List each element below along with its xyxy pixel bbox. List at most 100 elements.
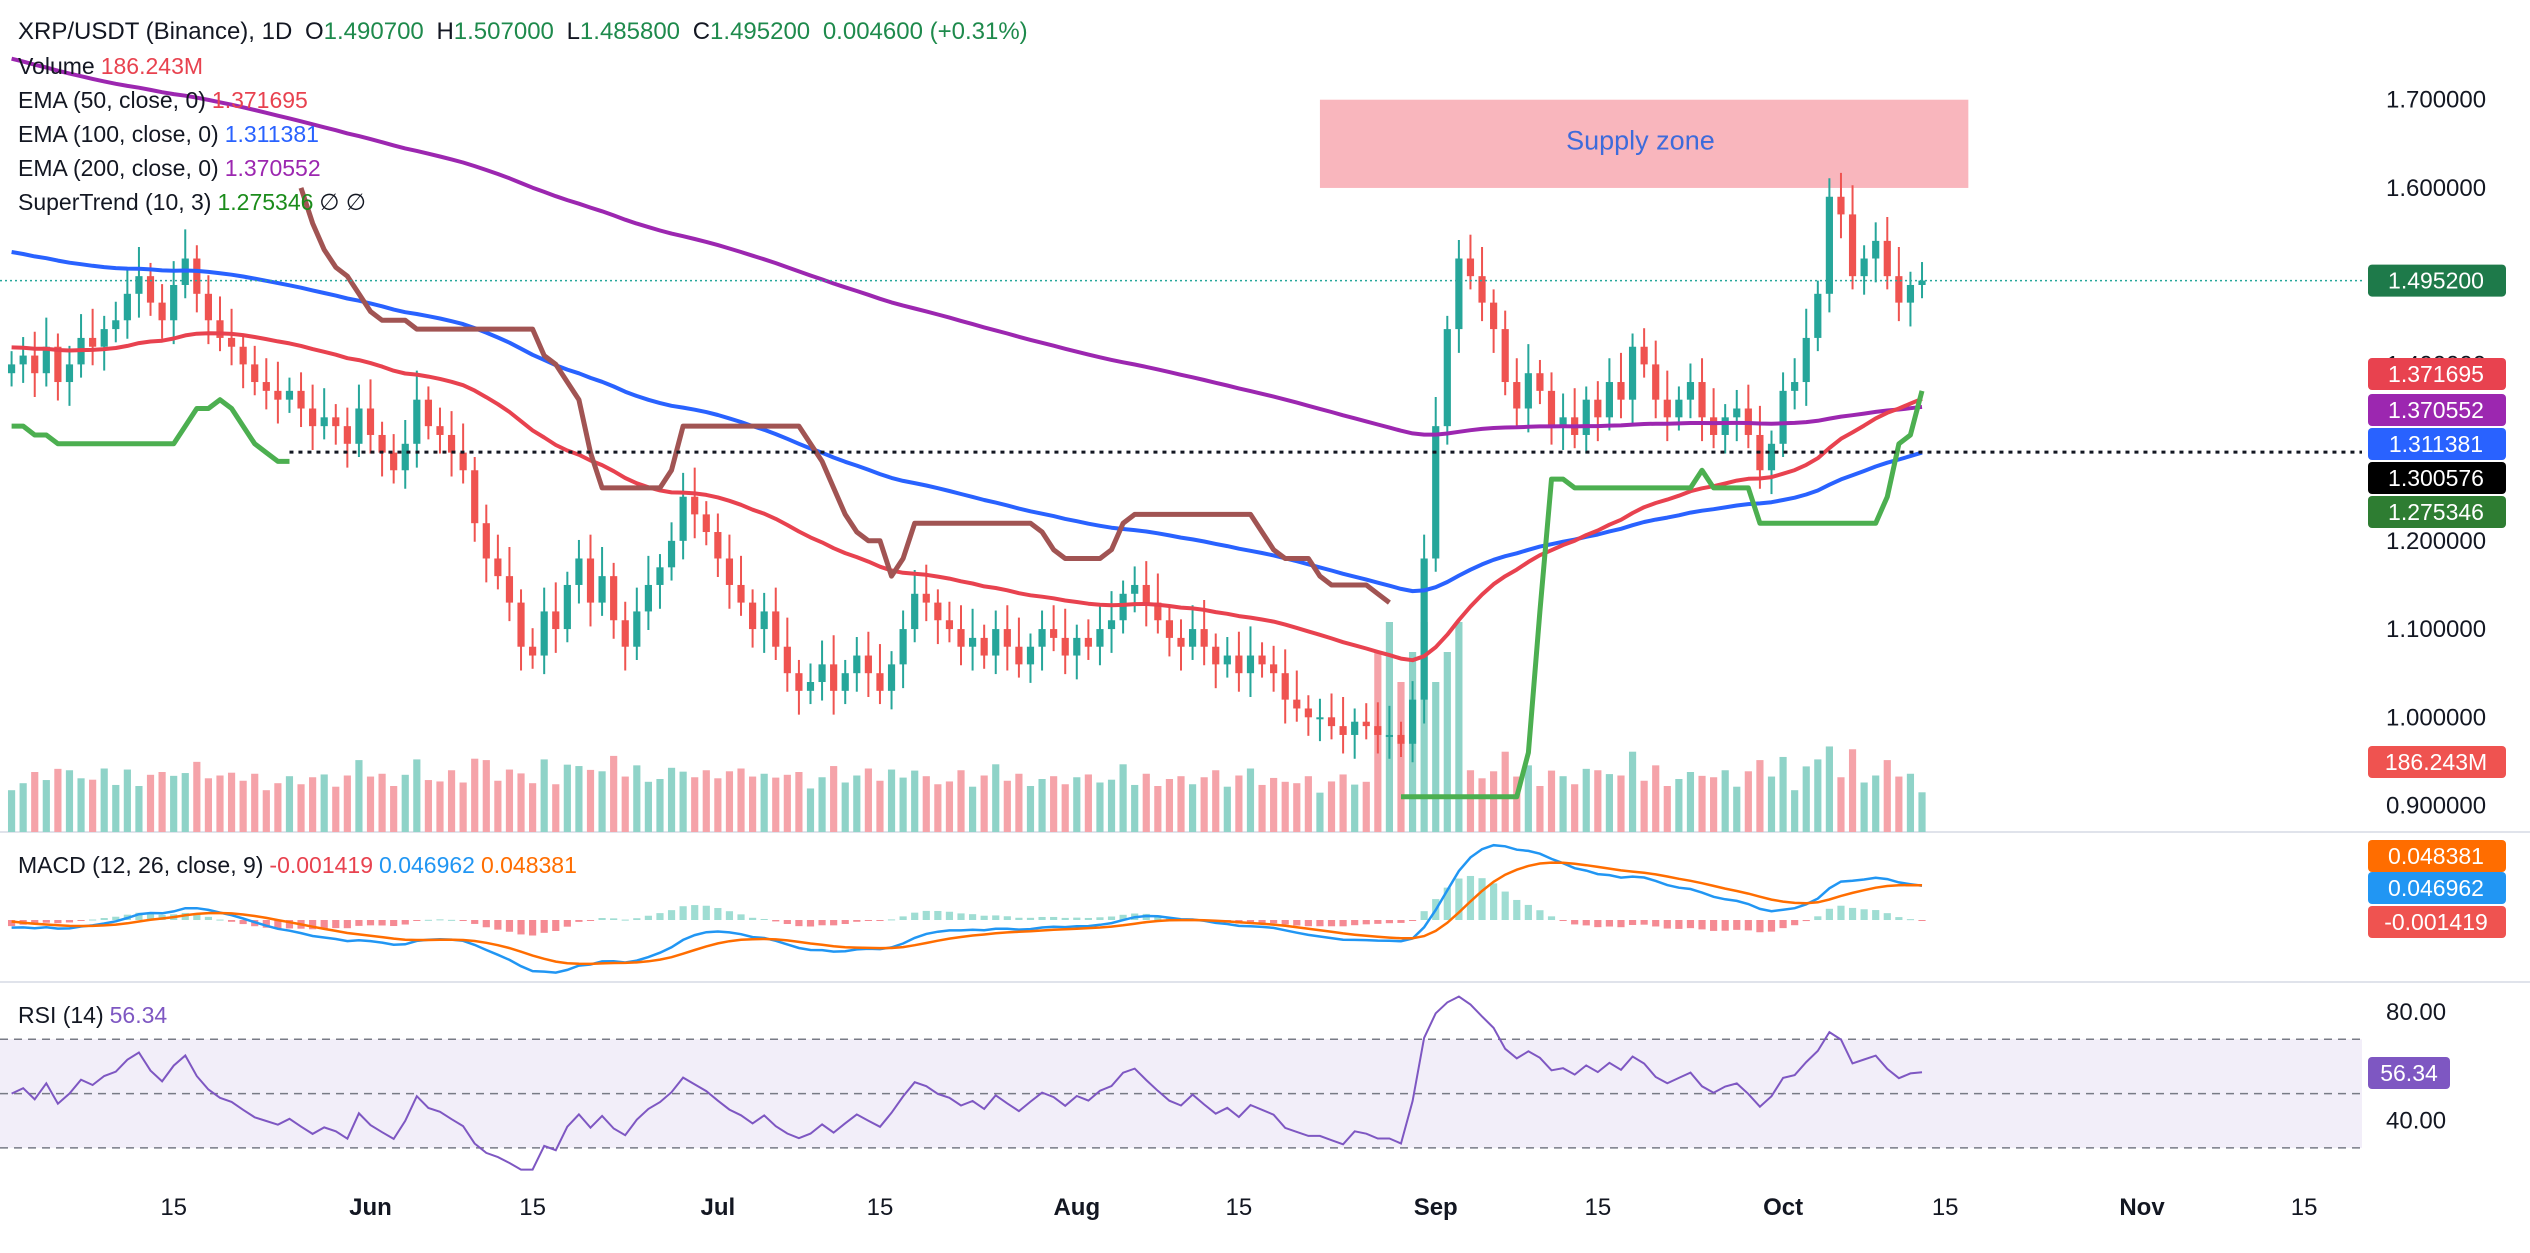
volume-bar [1628,751,1637,832]
macd-histogram-bar [1084,917,1092,920]
price-label-text: 1.495200 [2388,268,2484,294]
time-tick-label: Jul [701,1194,736,1221]
volume-bar [285,776,294,832]
volume-bar [1270,777,1278,832]
macd-histogram-bar [922,910,930,920]
candle-body [945,620,954,630]
candle-body [436,426,444,435]
candle-body [447,434,456,453]
price-label-badge [2368,394,2506,426]
candle-body [1455,258,1463,330]
volume-bar [1721,770,1729,832]
macd-label-badge [2368,840,2506,872]
macd-histogram-bar [505,920,514,932]
candle-body [1814,293,1822,338]
candle-body [424,399,432,427]
candle-body [320,417,328,427]
candle-body [413,399,421,444]
candle-body [1050,629,1058,638]
candle-body [1200,629,1208,647]
macd-histogram-bar [1640,920,1648,925]
candle-body [1872,240,1880,259]
volume-bar [1547,770,1556,832]
candle-body [1281,673,1289,700]
macd-histogram-bar [1895,917,1903,920]
volume-bar [1571,784,1579,832]
volume-bar [818,777,826,832]
candle-body [1721,417,1729,435]
candle-body [89,337,97,347]
macd-histogram-bar [1710,920,1718,931]
volume-bar [65,770,74,832]
macd-histogram-bar [656,913,664,920]
candle-body [1478,276,1486,303]
time-axis[interactable]: 15 Jun 15 Jul 15 Aug 15 Sep 15 Oct 15 Nov 15 [160,1194,2317,1221]
macd-histogram-bar [737,914,745,920]
volume-bar [181,773,189,832]
candle-body [529,646,537,656]
price-label-badge [2368,462,2506,494]
volume-bar [633,765,641,832]
macd-histogram-bar [1547,916,1556,920]
volume-bar [714,778,722,832]
volume-bar [540,759,548,832]
volume-bar [1038,779,1046,832]
price-label-badge [2368,264,2506,297]
candle-body [1652,364,1660,400]
volume-bar [702,770,710,832]
volume-bar [760,773,768,832]
candle-body [1594,399,1602,418]
volume-bar [1050,776,1058,832]
macd-histogram-bar [1327,920,1336,927]
candle-body [1802,337,1810,383]
candle-body [251,364,259,383]
volume-bar [1860,782,1868,832]
volume-bar [332,786,340,832]
volume-bar [749,776,757,832]
volume-bar [459,782,467,832]
volume-bar [1883,760,1891,832]
candle-body [737,584,745,603]
supertrend-up-line [1401,390,1925,800]
candle-body [494,558,502,577]
macd-histogram-bar [957,913,965,920]
macd-histogram-bar [1119,914,1127,920]
candle-body [1084,637,1092,647]
candle-body [1779,390,1787,444]
macd-histogram-bar [633,918,641,920]
macd-histogram-bar [1015,917,1023,920]
volume-bar [274,783,282,832]
candle-body [853,655,861,674]
volume-bar [980,775,988,832]
candle-body [1026,646,1035,665]
macd-histogram-bar [1246,920,1255,924]
volume-bar [575,766,583,832]
volume-bar [193,761,201,832]
supply-zone: Supply zone [1319,99,1969,188]
price-axis[interactable]: 1.7000001.6000001.4000001.2000001.100000… [2368,87,2506,1135]
candle-body [1663,399,1671,418]
candle-body [830,664,838,691]
macd-histogram-bar [1675,920,1683,929]
macd-histogram-bar [1050,916,1058,920]
macd-histogram-bar [390,920,398,927]
volume-bar [864,768,872,832]
volume-bar [1756,760,1764,832]
candle-body [760,611,768,630]
candle-body [135,276,143,294]
macd-histogram-bar [378,920,386,926]
macd-histogram-bar [598,918,606,920]
macd-histogram-bar [1362,920,1370,925]
candle-body [1351,721,1359,735]
volume-bar [1200,777,1208,832]
candle-body [1686,382,1695,400]
volume-bar [1837,777,1845,832]
macd-histogram-bar [1721,920,1729,931]
macd-histogram-bar [424,919,432,921]
candle-body [204,293,213,321]
macd-histogram-bar [7,920,16,927]
candle-body [1212,646,1220,665]
volume-bar [251,773,259,832]
candle-body [1698,382,1706,418]
